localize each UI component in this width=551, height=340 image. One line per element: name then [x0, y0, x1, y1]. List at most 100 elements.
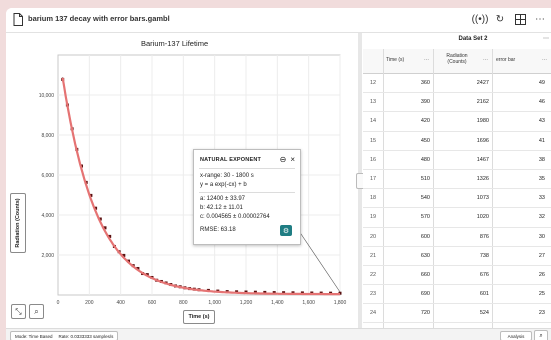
document-title[interactable]: barium 137 decay with error bars.gambl	[28, 14, 170, 23]
table-cell[interactable]: 1020	[476, 214, 489, 221]
y-tick-label: 8,000	[41, 133, 54, 139]
autoscale-icon[interactable]: ⤡	[11, 304, 26, 319]
row-index: 21	[369, 252, 377, 259]
table-cell[interactable]: 390	[420, 99, 430, 106]
layout-icon[interactable]	[513, 12, 527, 26]
title-bar: barium 137 decay with error bars.gambl (…	[6, 8, 551, 33]
table-row[interactable]: 22 660 676 26	[363, 266, 551, 286]
table-row[interactable]: 23 690 601 25	[363, 285, 551, 305]
x-tick-label: 1,400	[271, 300, 284, 306]
table-cell[interactable]: 660	[420, 271, 430, 278]
table-cell[interactable]: 360	[420, 80, 430, 86]
column-menu-icon[interactable]: ⋯	[542, 57, 547, 63]
table-cell[interactable]: 524	[479, 310, 489, 317]
table-row[interactable]: 15 450 1696 41	[363, 132, 551, 151]
graph-pane: Barium-137 Lifetime 0 200 400 600 800 1,000 1,…	[6, 33, 358, 328]
table-cell[interactable]: 540	[420, 195, 430, 202]
table-cell[interactable]: 676	[479, 271, 489, 278]
table-cell[interactable]: 738	[479, 252, 489, 259]
divider	[199, 168, 295, 169]
table-cell[interactable]: 480	[420, 156, 430, 163]
table-row[interactable]: 14 420 1980 43	[363, 112, 551, 132]
table-row[interactable]: 16 480 1467 38	[363, 151, 551, 170]
table-row[interactable]: 19 570 1020 32	[363, 208, 551, 228]
table-cell[interactable]: 420	[420, 118, 430, 125]
table-row[interactable]: 20 600 876 30	[363, 228, 551, 247]
zoom-icon[interactable]: ⌕	[29, 304, 44, 319]
table-cell[interactable]: 25	[538, 291, 545, 298]
data-point[interactable]	[108, 234, 112, 238]
fit-popup-title: NATURAL EXPONENT	[200, 157, 262, 163]
table-cell[interactable]: 23	[538, 310, 545, 317]
data-set-title[interactable]: Data Set 2	[458, 36, 488, 42]
table-cell[interactable]: 27	[538, 252, 545, 259]
data-point[interactable]	[122, 253, 126, 257]
data-point[interactable]	[98, 217, 102, 221]
table-cell[interactable]: 601	[479, 291, 489, 298]
more-icon[interactable]: ⋯	[535, 13, 545, 25]
table-cell[interactable]: 26	[538, 271, 545, 278]
data-point[interactable]	[136, 266, 140, 270]
row-index: 23	[369, 291, 377, 298]
table-cell[interactable]: 38	[538, 156, 545, 163]
minus-circle-icon[interactable]: ⊖	[279, 155, 287, 164]
table-cell[interactable]: 600	[420, 233, 430, 240]
table-cell[interactable]: 35	[538, 175, 545, 182]
table-cell[interactable]: 690	[420, 291, 430, 298]
analysis-button[interactable]: Analysis	[500, 331, 532, 340]
column-menu-icon[interactable]: ⋯	[424, 57, 429, 63]
refresh-icon[interactable]: ↻	[495, 13, 505, 25]
table-cell[interactable]: 46	[538, 99, 545, 106]
table-row[interactable]: 24 720 524 23	[363, 304, 551, 324]
data-point[interactable]	[103, 226, 107, 230]
row-index: 22	[369, 271, 377, 278]
broadcast-icon[interactable]: ((•))	[471, 13, 489, 25]
table-row[interactable]: 21 630 738 27	[363, 247, 551, 266]
table-cell[interactable]: 1980	[476, 118, 489, 125]
table-cell[interactable]: 1467	[476, 156, 489, 163]
y-axis-label-button[interactable]: Radiation (Counts)	[10, 193, 26, 253]
search-icon[interactable]: ⌕	[534, 330, 548, 340]
data-point[interactable]	[94, 206, 98, 210]
data-point[interactable]	[263, 290, 267, 294]
table-cell[interactable]: 33	[538, 195, 545, 202]
table-cell[interactable]: 2162	[476, 99, 489, 106]
curve-fit-popup: NATURAL EXPONENT ⊖ × x-range: 30 - 1800 …	[193, 149, 301, 245]
table-cell[interactable]: 43	[538, 118, 545, 125]
table-cell[interactable]: 41	[538, 137, 545, 144]
data-point[interactable]	[89, 193, 93, 197]
table-cell[interactable]: 1326	[476, 175, 489, 182]
table-cell[interactable]: 876	[479, 233, 489, 240]
mode-selector[interactable]: Mode: Time Based Rate: 0.0333333 samples…	[10, 331, 119, 340]
table-cell[interactable]: 49	[538, 80, 545, 86]
table-cell[interactable]: 30	[538, 233, 545, 240]
table-cell[interactable]: 510	[420, 175, 430, 182]
table-row[interactable]: 17 510 1326 35	[363, 170, 551, 190]
column-header-radiation[interactable]: Radiation (Counts) ⋯	[434, 49, 492, 74]
table-cell[interactable]: 570	[420, 214, 430, 221]
column-header-error[interactable]: error bar ⋯	[493, 49, 551, 74]
x-tick-label: 800	[179, 300, 188, 306]
close-icon[interactable]: ×	[290, 155, 295, 164]
fit-curve	[61, 77, 340, 296]
table-row[interactable]: 18 540 1073 33	[363, 189, 551, 209]
table-cell[interactable]: 1696	[476, 137, 489, 144]
table-cell[interactable]: 32	[538, 214, 545, 221]
mode-label: Mode: Time Based	[15, 333, 53, 339]
table-row[interactable]: 12 360 2427 49	[363, 74, 551, 94]
table-cell[interactable]: 630	[420, 252, 430, 259]
column-menu-icon[interactable]: ⋯	[483, 57, 488, 63]
more-icon[interactable]: ⋯	[543, 36, 549, 42]
rate-label: Rate: 0.0333333 samples/s	[58, 333, 114, 339]
pane-divider[interactable]	[356, 33, 365, 328]
x-axis-label-button[interactable]: Time (s)	[183, 310, 215, 324]
table-row[interactable]: 13 390 2162 46	[363, 93, 551, 113]
chart-area[interactable]: 0 200 400 600 800 1,000 1,200 1,400 1,600 1,800 2,…	[6, 33, 358, 328]
column-header-time[interactable]: Time (s) ⋯	[383, 49, 433, 74]
table-cell[interactable]: 1073	[476, 195, 489, 202]
fit-settings-button[interactable]: ⚙	[280, 225, 292, 236]
table-cell[interactable]: 450	[420, 137, 430, 144]
table-cell[interactable]: 720	[420, 310, 430, 317]
table-cell[interactable]: 2427	[476, 80, 489, 86]
data-point[interactable]	[253, 290, 257, 294]
